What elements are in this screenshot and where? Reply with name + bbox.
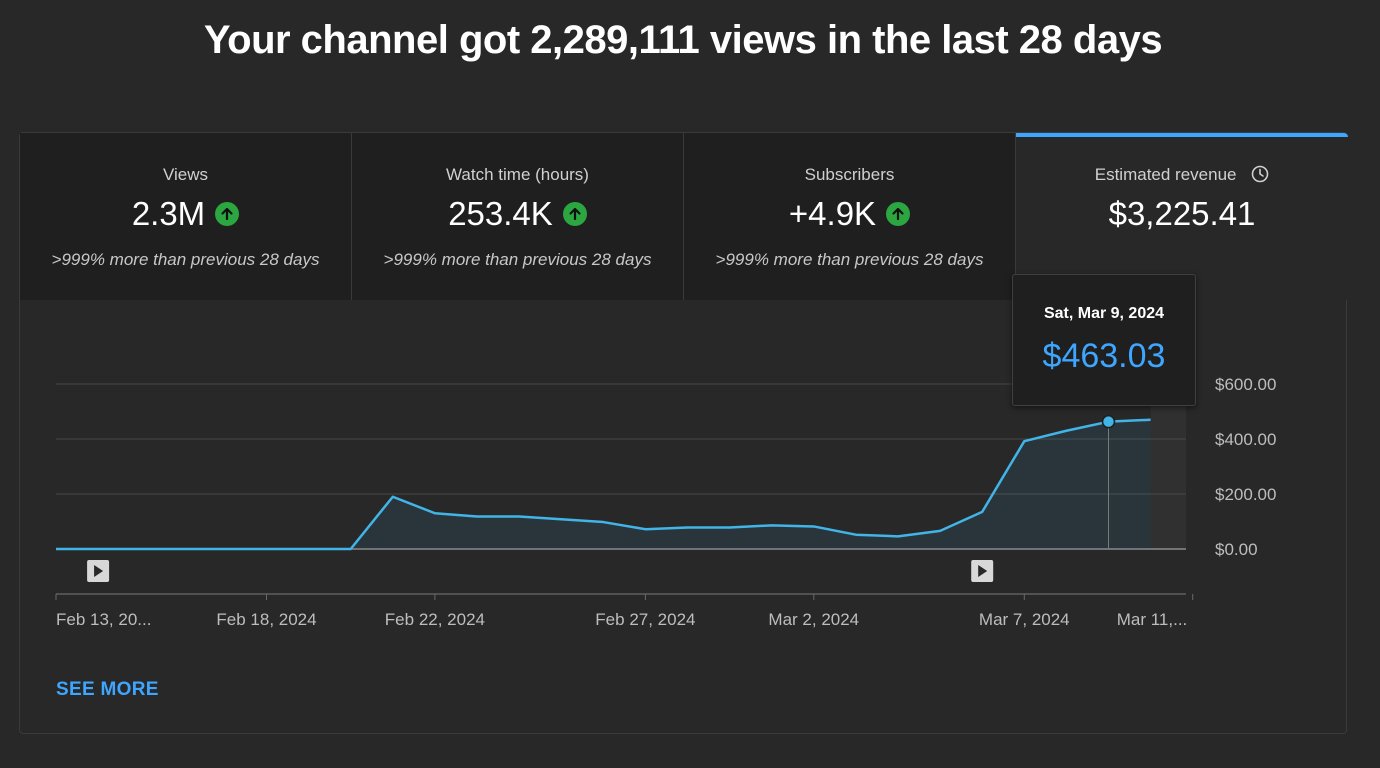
- revenue-line: [56, 418, 1151, 551]
- tab-value: +4.9K: [788, 195, 877, 232]
- video-play-icon[interactable]: [971, 560, 994, 582]
- tab-views[interactable]: Views 2.3M >999% more than previous 28 d…: [20, 133, 352, 300]
- y-tick-label: $600.00: [1215, 375, 1276, 394]
- chart-tooltip: Sat, Mar 9, 2024 $463.03: [1012, 274, 1196, 406]
- tooltip-date: Sat, Mar 9, 2024: [1043, 305, 1165, 322]
- page-headline: Your channel got 2,289,111 views in the …: [203, 18, 1163, 62]
- arrow-up-icon: [562, 202, 587, 226]
- tab-watch-time[interactable]: Watch time (hours) 253.4K >999% more tha…: [352, 133, 684, 300]
- y-tick-label: $200.00: [1215, 485, 1276, 504]
- metric-tabs: Views 2.3M >999% more than previous 28 d…: [20, 133, 1348, 300]
- tab-comparison: >999% more than previous 28 days: [383, 250, 652, 269]
- tab-value-row: +4.9K: [684, 195, 1015, 233]
- clock-icon[interactable]: [1251, 165, 1269, 188]
- y-tick-label: $0.00: [1215, 540, 1258, 559]
- tab-comparison: >999% more than previous 28 days: [715, 250, 984, 269]
- x-tick-label: Mar 11,...: [1117, 610, 1188, 629]
- x-tick-label: Mar 2, 2024: [768, 610, 859, 629]
- tab-label: Subscribers: [804, 165, 895, 184]
- tab-comparison: >999% more than previous 28 days: [51, 250, 320, 269]
- x-tick-label: Feb 27, 2024: [595, 610, 695, 629]
- tab-subscribers[interactable]: Subscribers +4.9K >999% more than previo…: [684, 133, 1016, 300]
- revenue-chart[interactable]: $600.00 $400.00 $200.00 $0.00 Feb 13, 20... F…: [20, 133, 1348, 653]
- x-tick-label: Feb 18, 2024: [216, 610, 316, 629]
- see-more-link[interactable]: SEE MORE: [56, 679, 159, 700]
- arrow-up-icon: [886, 202, 911, 226]
- tab-estimated-revenue[interactable]: Estimated revenue $3,225.41: [1016, 133, 1348, 300]
- analytics-card: Views 2.3M >999% more than previous 28 d…: [19, 132, 1348, 734]
- video-play-icon[interactable]: [87, 560, 110, 582]
- y-tick-label: $400.00: [1215, 430, 1276, 449]
- x-tick-label: Mar 7, 2024: [979, 610, 1070, 629]
- tab-label: Views: [162, 165, 209, 184]
- tab-value-row: $3,225.41: [1016, 195, 1348, 233]
- tab-value-row: 253.4K: [352, 195, 683, 233]
- x-tick-label: Feb 22, 2024: [385, 610, 485, 629]
- tab-value: 2.3M: [131, 195, 206, 232]
- arrow-up-icon: [215, 202, 240, 226]
- tab-value: $3,225.41: [1108, 195, 1256, 232]
- tooltip-value: $463.03: [1042, 337, 1166, 375]
- highlight-point[interactable]: [1101, 414, 1116, 429]
- tab-value: 253.4K: [448, 195, 553, 232]
- tab-label-row: Estimated revenue: [1016, 165, 1348, 188]
- x-tick-label: Feb 13, 20...: [56, 610, 151, 629]
- tab-label: Watch time (hours): [446, 165, 589, 184]
- tab-value-row: 2.3M: [20, 195, 351, 233]
- tab-label: Estimated revenue: [1094, 165, 1237, 184]
